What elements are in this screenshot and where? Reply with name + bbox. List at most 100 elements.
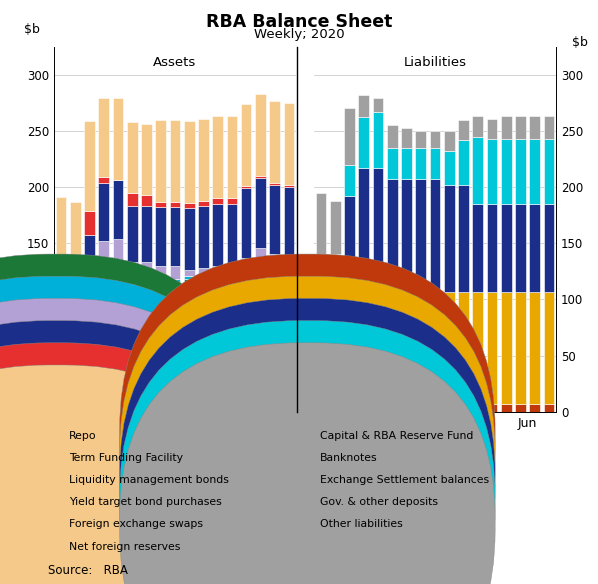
Bar [416,404,426,412]
Text: Weekly; 2020: Weekly; 2020 [254,28,344,41]
Bar [501,139,512,204]
Bar [283,185,294,187]
Bar [387,404,398,412]
Text: Gov. & other deposits: Gov. & other deposits [320,497,438,507]
Bar [155,266,166,279]
Bar [56,197,66,285]
Bar [472,137,483,204]
Bar [444,404,454,412]
Bar [255,257,266,266]
Bar [70,328,81,412]
Bar [344,196,355,291]
Bar [198,206,209,268]
Bar [227,266,237,272]
Bar [515,139,526,204]
Bar [330,260,341,294]
Bar [529,204,540,291]
Bar [544,404,554,412]
Bar [170,120,180,201]
Bar [472,116,483,137]
Text: RBA Balance Sheet: RBA Balance Sheet [206,13,392,31]
Text: Other liabilities: Other liabilities [320,519,402,530]
Bar [401,291,412,404]
Bar [212,204,223,266]
Bar [401,404,412,412]
Bar [401,127,412,148]
Bar [98,274,109,412]
Bar [472,404,483,412]
Bar [170,201,180,207]
Bar [127,276,138,279]
Bar [358,168,369,291]
Bar [401,148,412,179]
Bar [373,112,383,168]
Bar [84,121,94,211]
Bar [212,279,223,412]
Bar [127,279,138,412]
Bar [70,314,81,328]
Bar [155,207,166,266]
Bar [198,200,209,206]
Bar [444,151,454,185]
Bar [430,131,440,148]
Bar [283,103,294,185]
Bar [170,207,180,266]
Bar [255,178,266,248]
Bar [184,276,194,279]
Bar [98,183,109,241]
Bar [141,279,152,412]
Bar [487,204,498,291]
Bar [212,116,223,199]
Bar [155,283,166,412]
Bar [112,274,123,412]
Bar [283,274,294,412]
Bar [544,204,554,291]
Bar [255,176,266,178]
Y-axis label: $b: $b [572,36,588,49]
Bar [56,330,66,412]
Text: Banknotes: Banknotes [320,453,377,463]
Bar [472,204,483,291]
Bar [269,183,280,185]
Bar [212,199,223,204]
Bar [330,294,341,404]
Bar [241,186,252,188]
Bar [330,255,341,260]
Bar [269,185,280,255]
Bar [198,119,209,200]
Bar [387,148,398,179]
Bar [416,291,426,404]
Text: Source:   RBA: Source: RBA [48,564,128,577]
Bar [316,193,327,255]
Bar [430,179,440,291]
Bar [344,404,355,412]
Bar [184,270,194,276]
Bar [127,206,138,262]
Bar [316,404,327,412]
Text: Term Funding Facility: Term Funding Facility [69,453,183,463]
Bar [515,404,526,412]
Bar [141,276,152,279]
Text: Repo: Repo [69,430,96,441]
Bar [127,262,138,276]
Text: Liquidity management bonds: Liquidity management bonds [69,475,228,485]
Bar [458,185,469,291]
Bar [529,116,540,139]
Bar [241,277,252,412]
Bar [112,273,123,274]
Bar [373,291,383,404]
Bar [444,131,454,151]
Bar [241,269,252,277]
Bar [84,235,94,269]
Bar [316,255,327,260]
Bar [184,203,194,208]
Bar [501,116,512,139]
Bar [155,279,166,283]
Bar [184,121,194,203]
Bar [70,201,81,289]
Bar [487,119,498,139]
Bar [458,140,469,185]
Bar [387,126,398,148]
Bar [344,291,355,404]
Bar [155,120,166,201]
